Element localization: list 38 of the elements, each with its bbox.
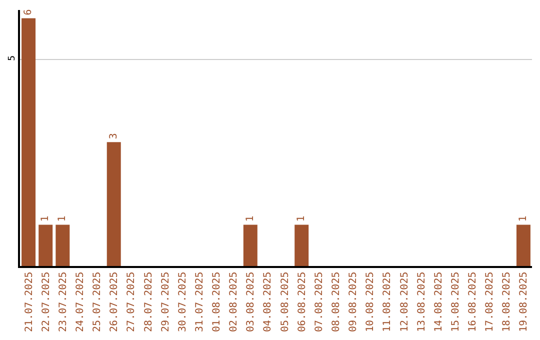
data-label: 1 — [40, 216, 52, 222]
data-label: 1 — [57, 216, 68, 222]
x-tick-label: 25.07.2025 — [92, 272, 104, 332]
x-tick-label: 17.08.2025 — [484, 272, 496, 332]
x-tick-label: 27.07.2025 — [126, 272, 138, 332]
x-tick-label: 21.07.2025 — [24, 272, 35, 332]
x-tick-label: 13.08.2025 — [416, 272, 428, 332]
data-label: 1 — [244, 216, 256, 222]
x-tick-label: 07.08.2025 — [314, 272, 325, 332]
x-tick-label: 04.08.2025 — [262, 272, 274, 332]
x-tick-label: 05.08.2025 — [280, 272, 291, 332]
data-label: 6 — [23, 9, 34, 16]
x-tick-label: 02.08.2025 — [228, 272, 240, 332]
x-tick-label: 01.08.2025 — [212, 272, 223, 332]
x-tick-label: 03.08.2025 — [246, 272, 257, 332]
x-tick-label: 06.08.2025 — [296, 272, 308, 332]
x-tick-label: 31.07.2025 — [194, 272, 206, 332]
x-tick-label: 12.08.2025 — [399, 272, 410, 332]
data-label: 1 — [518, 216, 529, 222]
x-tick-label: 29.07.2025 — [160, 272, 172, 332]
data-label: 1 — [296, 216, 308, 222]
x-tick-label: 10.08.2025 — [365, 272, 376, 332]
x-tick-label: 22.07.2025 — [40, 272, 52, 332]
x-tick-label: 19.08.2025 — [518, 272, 530, 332]
x-tick-label: 28.07.2025 — [143, 272, 154, 332]
x-tick-label: 15.08.2025 — [450, 272, 462, 332]
x-tick-label: 09.08.2025 — [348, 272, 360, 332]
x-tick-label: 18.08.2025 — [502, 272, 513, 332]
data-label: 3 — [108, 133, 120, 140]
x-tick-label: 11.08.2025 — [382, 272, 394, 332]
x-tick-label: 14.08.2025 — [433, 272, 444, 332]
x-tick-label: 08.08.2025 — [330, 272, 342, 332]
x-tick-label: 23.07.2025 — [58, 272, 69, 332]
x-tick-label: 30.07.2025 — [177, 272, 188, 332]
x-tick-label: 26.07.2025 — [109, 272, 120, 332]
y-tick-label: 5 — [8, 55, 18, 61]
x-tick-label: 16.08.2025 — [468, 272, 479, 332]
x-tick-label: 24.07.2025 — [74, 272, 86, 332]
